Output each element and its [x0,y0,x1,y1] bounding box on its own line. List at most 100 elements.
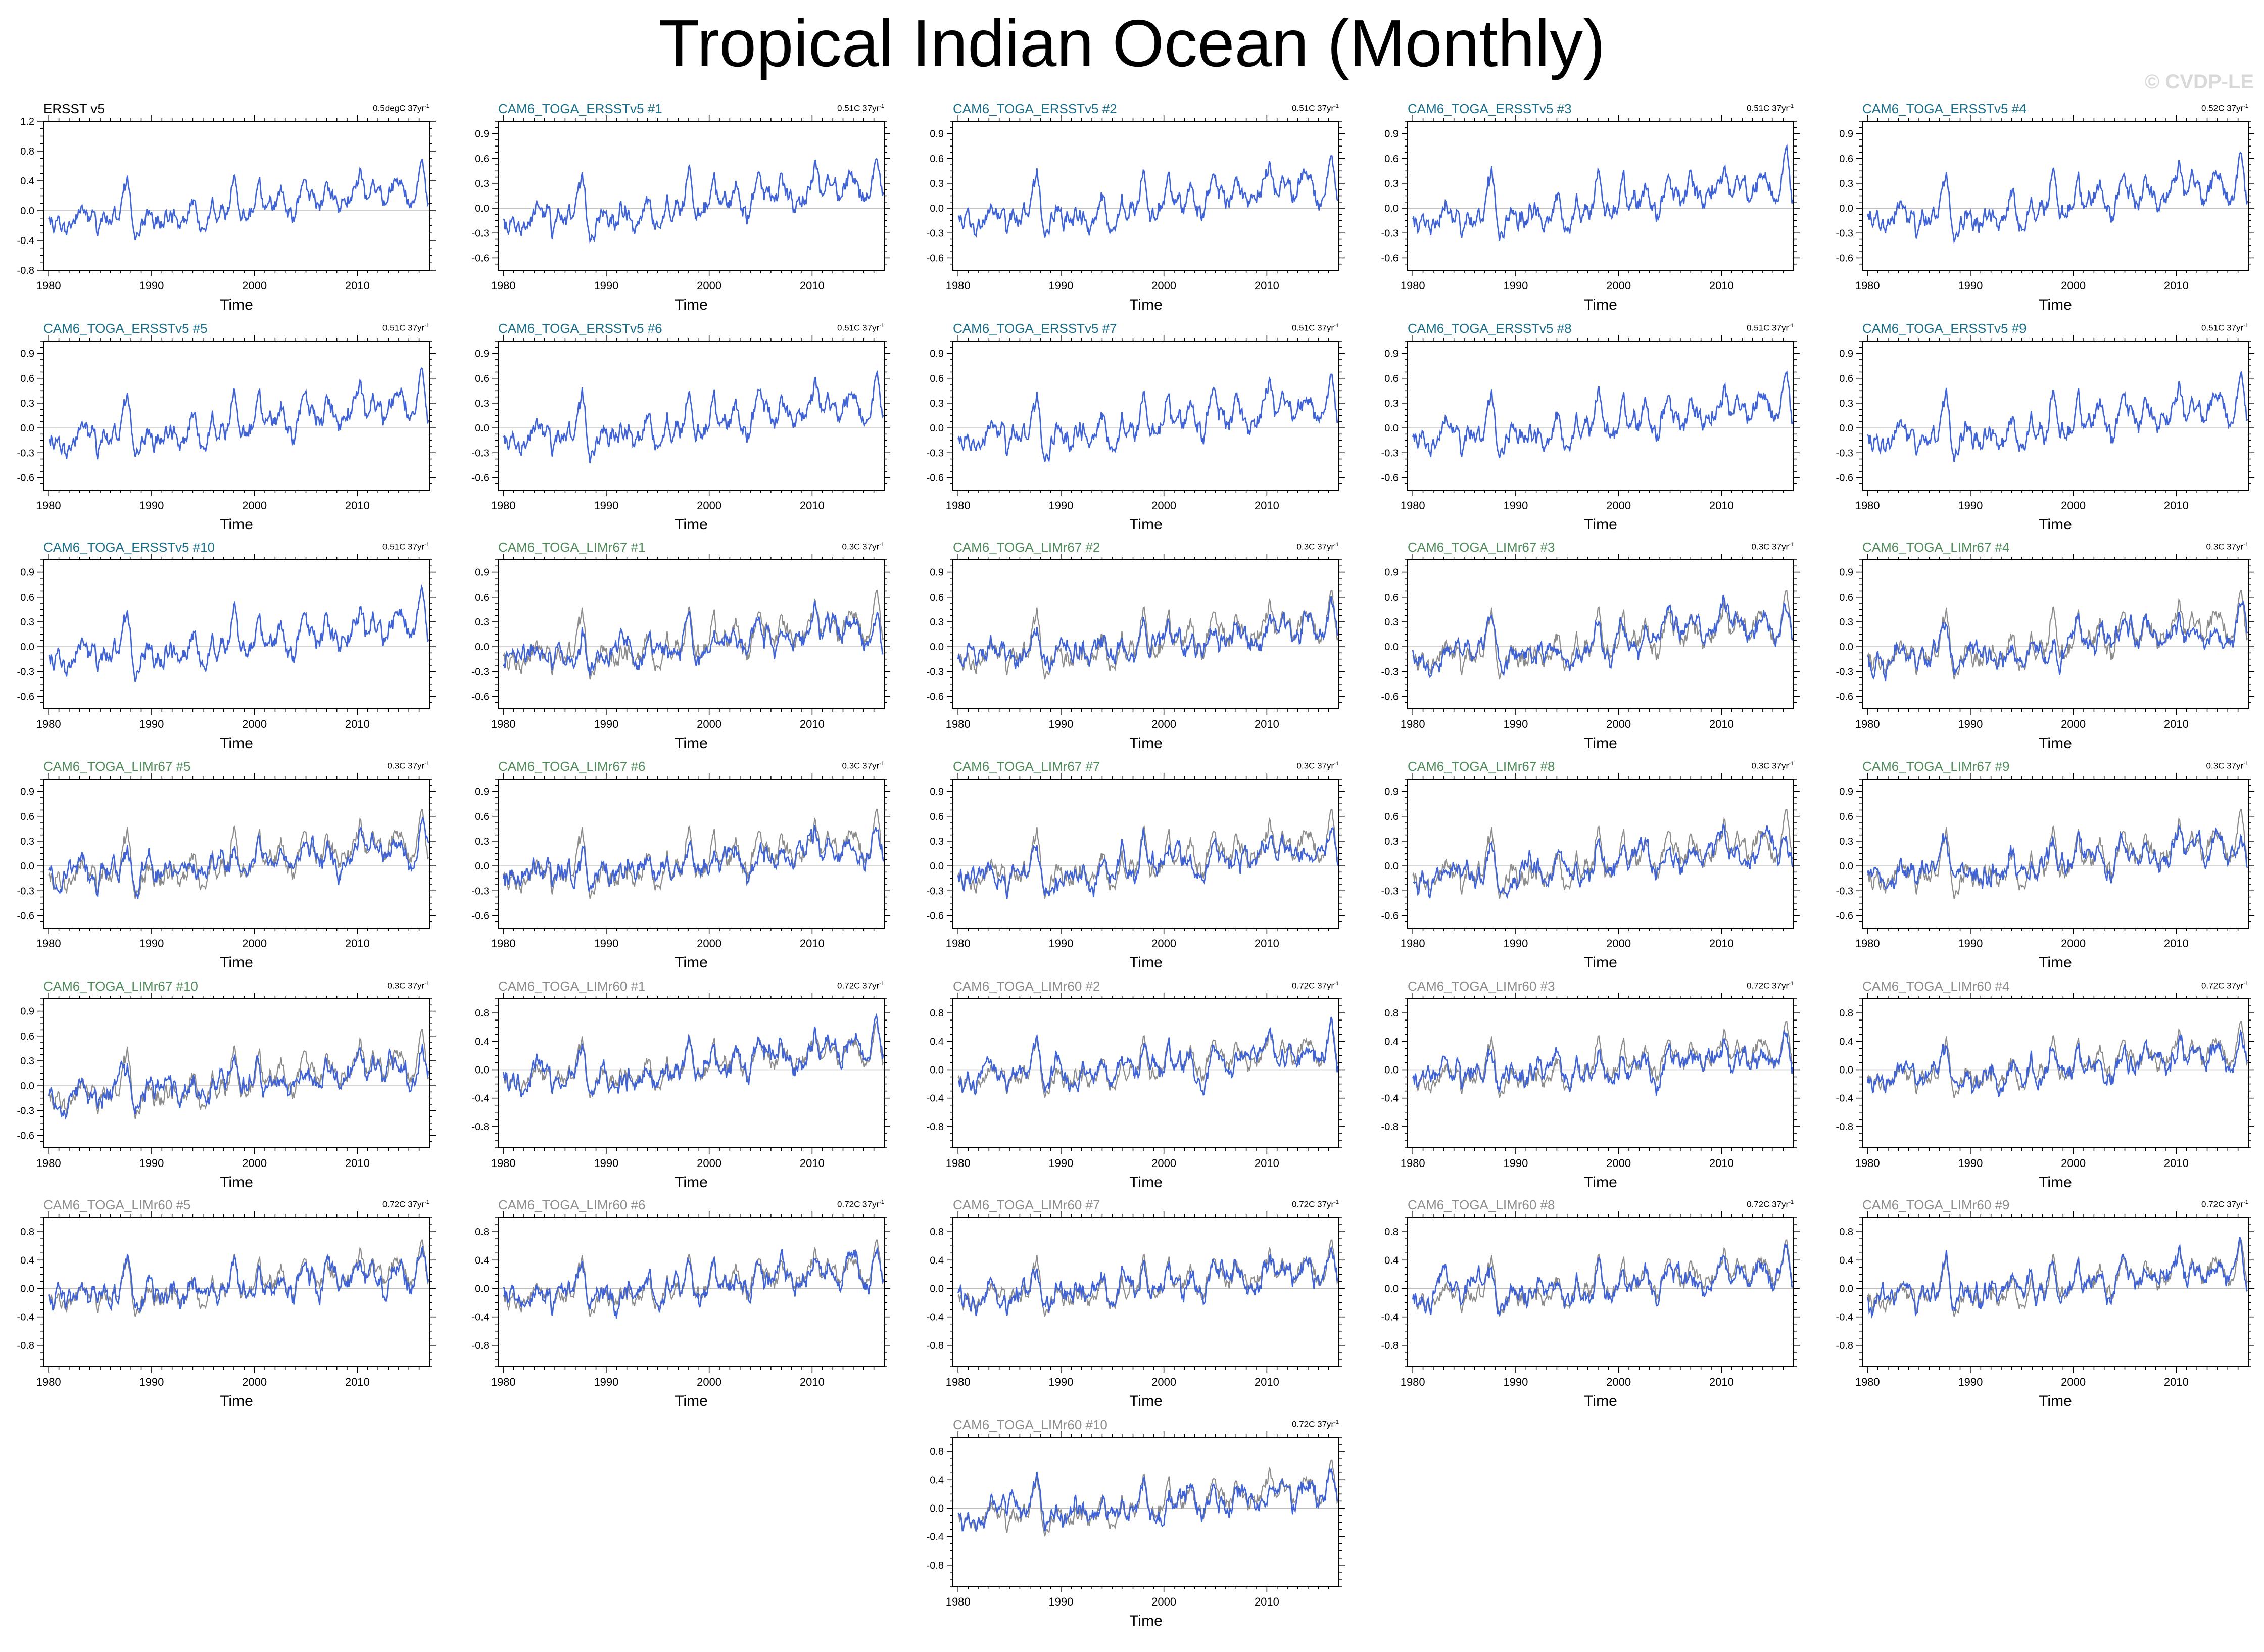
trend-exponent: -1 [1789,1199,1794,1205]
y-tick-label: 0.3 [20,617,34,628]
panel-trend-label: 0.72C 37yr-1 [1253,1199,1339,1210]
x-tick-label: 1990 [1503,937,1528,950]
panel-trend-label: 0.3C 37yr-1 [344,981,429,991]
trend-value: 0.52C 37yr [2201,103,2244,113]
chart-svg: 1980 1990 2000 2010 0.9 0.6 0.3 0.0 -0.3 -0.6 Time [1836,554,2254,752]
trend-value: 0.72C 37yr [1747,981,1789,991]
panel-title: CAM6_TOGA_LIMr67 #9 [1862,759,2010,774]
x-tick-label: 1980 [491,1376,516,1388]
observations-line [1412,1021,1794,1098]
panel-trend-label: 0.72C 37yr-1 [798,1199,884,1210]
x-tick-label: 1990 [1048,1376,1073,1388]
panel-trend-label: 0.51C 37yr-1 [2162,323,2248,333]
y-tick-label: 0.6 [475,154,489,165]
trend-value: 0.3C 37yr [842,761,880,771]
x-tick-label: 2010 [1709,1157,1734,1170]
y-tick-label: 0.9 [475,349,489,360]
x-tick-label: 1990 [1503,1157,1528,1170]
x-tick-label: 1990 [594,279,618,292]
observations-line [1412,1239,1794,1317]
observations-line [957,809,1339,899]
trend-exponent: -1 [1334,103,1339,109]
y-tick-label: -0.8 [17,1340,34,1351]
y-tick-label: 0.0 [20,423,34,434]
chart-panel: CAM6_TOGA_LIMr60 #8 0.72C 37yr-1 1980 1990 2… [1364,1192,1819,1412]
panel-trend-label: 0.52C 37yr-1 [2162,103,2248,114]
panel-trend-label: 0.72C 37yr-1 [1253,981,1339,991]
x-axis-label: Time [675,954,708,971]
y-tick-label: -0.6 [1381,910,1399,921]
y-tick-label: 0.6 [475,592,489,603]
chart-panel: CAM6_TOGA_LIMr67 #1 0.3C 37yr-1 1980 1990 20… [455,535,909,754]
y-tick-label: 0.9 [930,787,944,798]
x-axis-label: Time [2039,297,2072,313]
plot-frame [498,779,885,929]
x-tick-label: 2010 [2164,718,2189,731]
x-tick-label: 1990 [594,1376,618,1388]
chart-panel: CAM6_TOGA_LIMr67 #10 0.3C 37yr-1 1980 1990 2… [0,974,455,1193]
y-tick-label: -0.6 [1836,253,1853,264]
series-line [48,159,429,240]
series-line [48,816,429,899]
chart-svg: 1980 1990 2000 2010 0.8 0.4 0.0 -0.4 -0.8 Time [17,1211,436,1410]
x-tick-label: 1980 [36,279,61,292]
chart-svg: 1980 1990 2000 2010 0.9 0.6 0.3 0.0 -0.3 -0.6 Time [472,115,890,313]
y-tick-label: 0.6 [1384,592,1399,603]
y-tick-label: -0.3 [1836,448,1853,459]
y-tick-label: 0.0 [1839,423,1853,434]
x-axis-label: Time [1584,1393,1617,1410]
x-tick-label: 2010 [345,1376,370,1388]
y-tick-label: 0.6 [1384,154,1399,165]
series-line [1412,823,1794,900]
y-tick-label: -0.8 [1381,1340,1399,1351]
y-tick-label: -0.8 [927,1560,944,1571]
x-tick-label: 1990 [594,499,618,512]
x-tick-label: 1990 [139,937,164,950]
trend-value: 0.3C 37yr [387,981,425,991]
trend-exponent: -1 [2243,981,2248,987]
plot-frame [952,779,1339,929]
chart-panel: CAM6_TOGA_ERSSTv5 #10 0.51C 37yr-1 1980 199… [0,535,455,754]
x-tick-label: 2010 [800,1376,825,1388]
trend-value: 0.3C 37yr [1296,542,1334,552]
trend-exponent: -1 [2243,542,2248,548]
x-axis-label: Time [675,735,708,752]
chart-panel: CAM6_TOGA_ERSSTv5 #8 0.51C 37yr-1 1980 1990… [1364,316,1819,535]
chart-svg: 1980 1990 2000 2010 1.2 0.8 0.4 0.0 -0.4 -0.8 Time [17,115,436,313]
x-tick-label: 2010 [1255,1157,1279,1170]
x-tick-label: 1980 [946,499,971,512]
y-tick-label: 1.2 [20,116,34,127]
chart-panel: CAM6_TOGA_LIMr60 #2 0.72C 37yr-1 1980 1990 2… [909,974,1364,1193]
y-tick-label: -0.3 [17,448,34,459]
y-tick-label: 0.6 [930,811,944,822]
observations-line [503,809,884,899]
trend-value: 0.3C 37yr [2206,542,2244,552]
x-tick-label: 1980 [36,499,61,512]
x-tick-label: 2010 [2164,937,2189,950]
y-tick-label: -0.6 [1381,253,1399,264]
y-tick-label: 0.9 [1839,787,1853,798]
x-tick-label: 2000 [1606,1376,1631,1388]
x-tick-label: 1980 [491,1157,516,1170]
chart-panel: CAM6_TOGA_ERSSTv5 #4 0.52C 37yr-1 1980 1990… [1819,96,2264,315]
series-line [1412,1244,1793,1316]
trend-value: 0.72C 37yr [2201,1199,2244,1209]
chart-panel: CAM6_TOGA_ERSSTv5 #1 0.51C 37yr-1 1980 1990… [455,96,909,315]
trend-value: 0.72C 37yr [1292,1419,1334,1429]
x-tick-label: 2000 [1151,1376,1176,1388]
observations-line [48,1239,429,1317]
y-tick-label: 0.0 [1839,861,1853,872]
trend-exponent: -1 [1789,761,1794,767]
series-line [957,1245,1339,1316]
trend-exponent: -1 [2243,103,2248,109]
observations-line [1867,1239,2248,1317]
observations-line [957,1239,1339,1317]
chart-svg: 1980 1990 2000 2010 0.8 0.4 0.0 -0.4 -0.8 Time [1836,993,2254,1191]
x-tick-label: 2010 [1255,279,1279,292]
y-tick-label: -0.4 [1836,1093,1853,1104]
y-tick-label: 0.0 [1384,1064,1399,1076]
trend-exponent: -1 [2243,1199,2248,1205]
y-tick-label: 0.0 [1384,1283,1399,1294]
trend-value: 0.51C 37yr [1747,323,1789,333]
x-axis-label: Time [220,735,253,752]
